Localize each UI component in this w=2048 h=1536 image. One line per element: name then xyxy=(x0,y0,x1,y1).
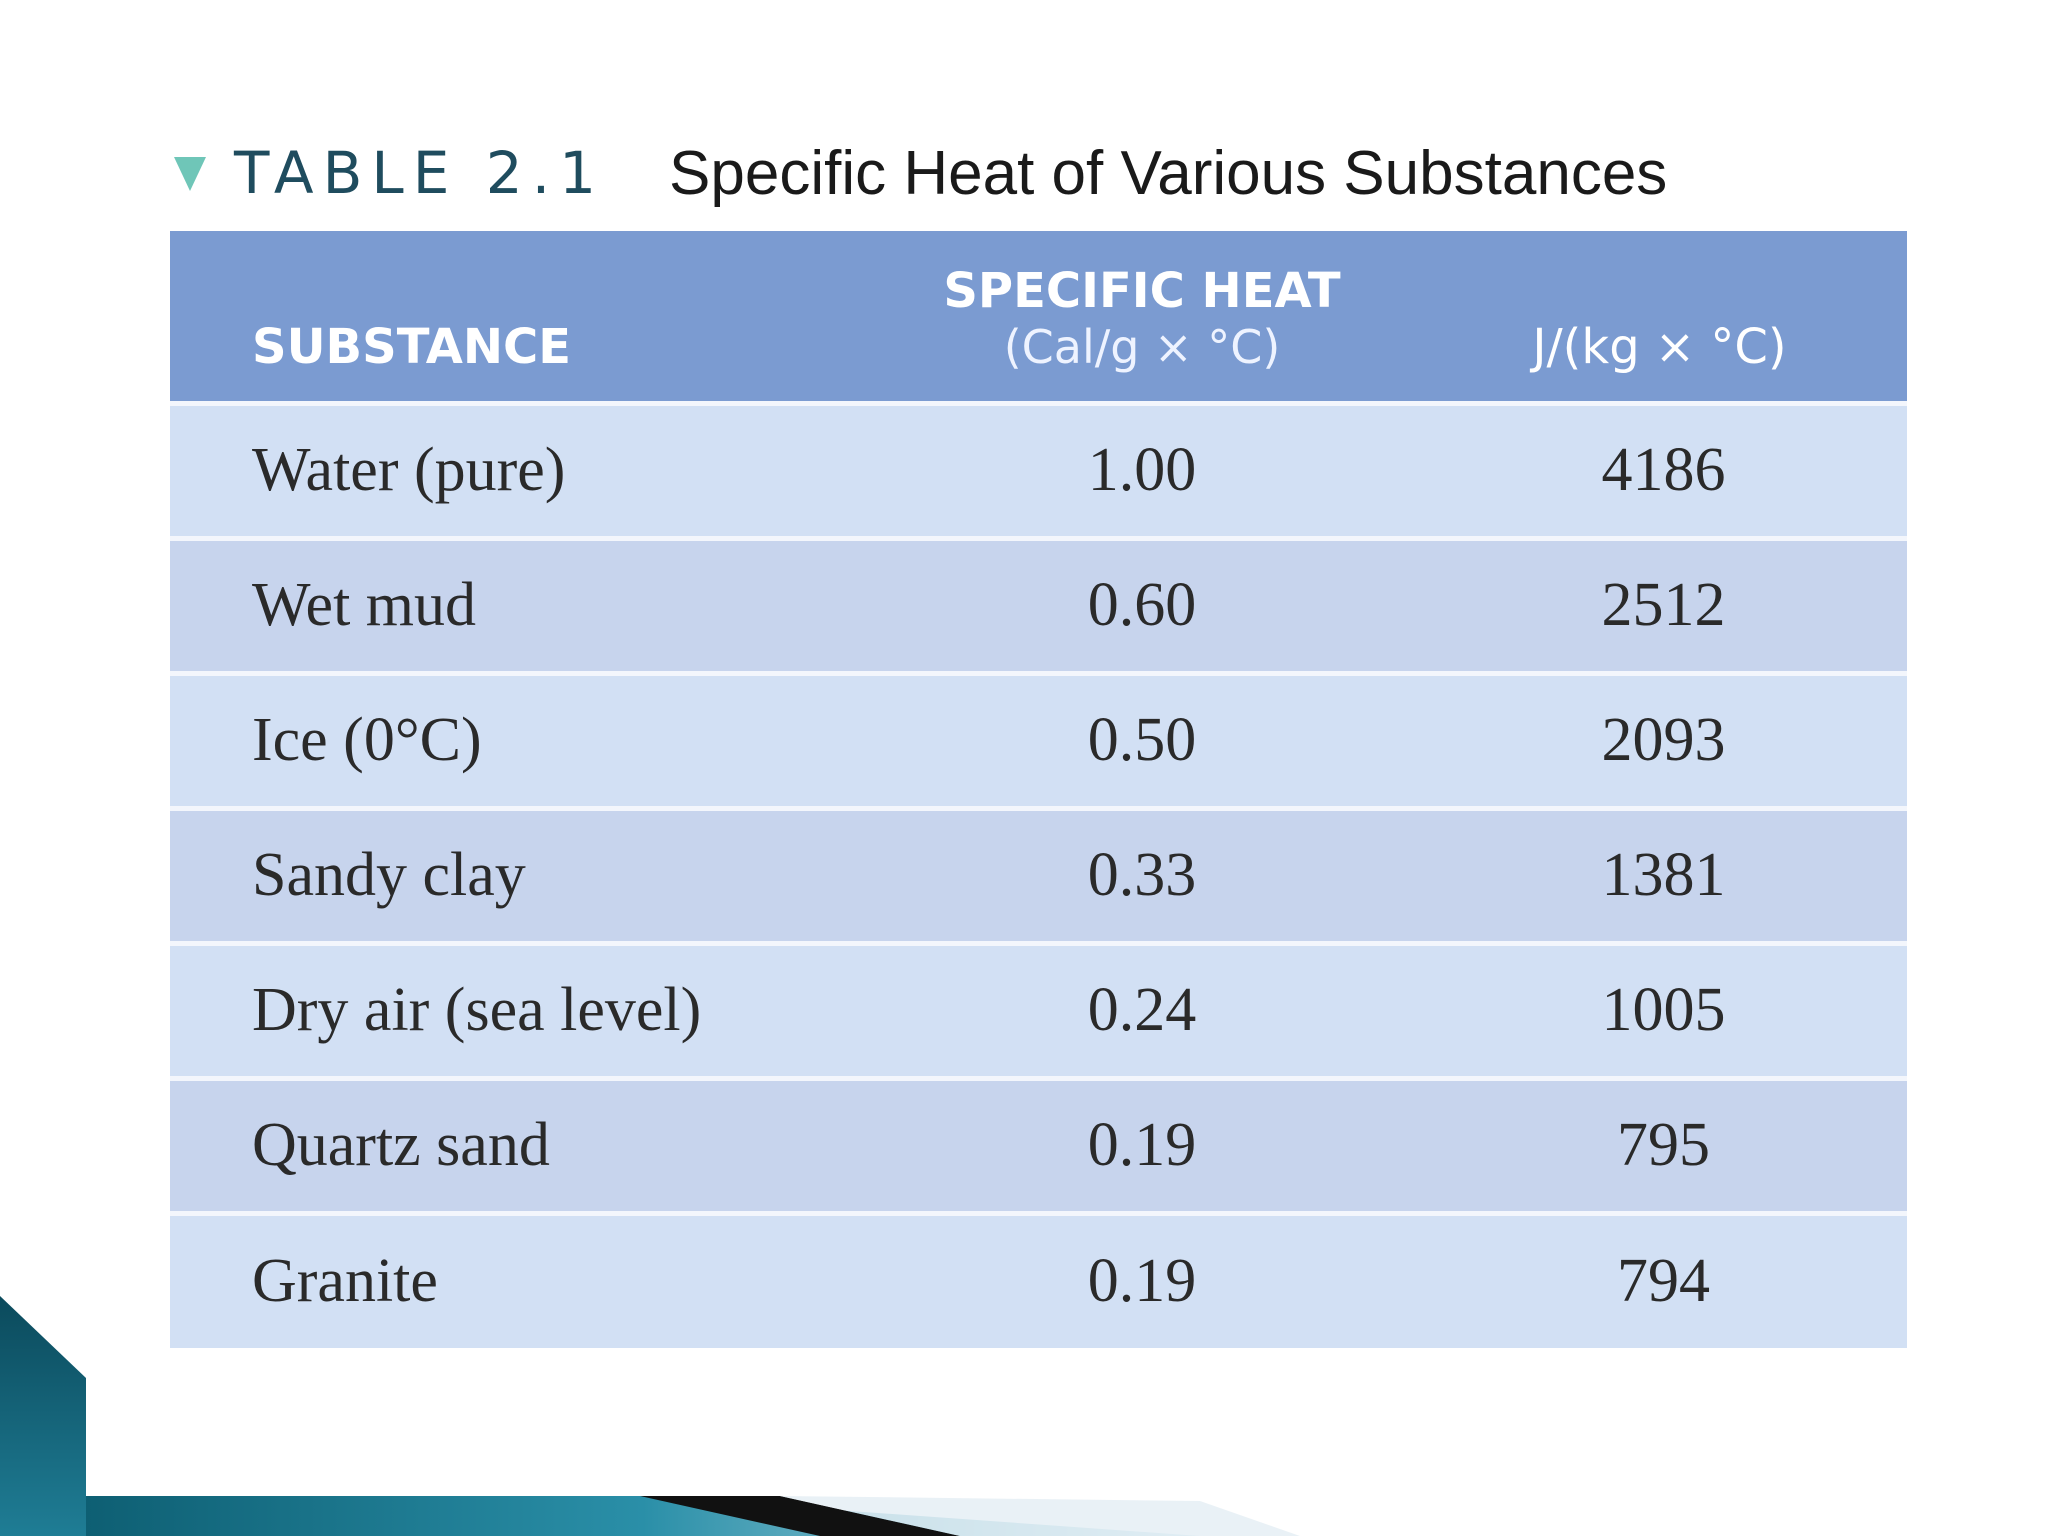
cell-j-value: 1381 xyxy=(1601,841,1726,909)
cell-cal-value: 0.24 xyxy=(1087,976,1197,1044)
cell-substance: Wet mud xyxy=(252,571,477,639)
cell-substance: Dry air (sea level) xyxy=(252,976,702,1044)
cell-substance: Sandy clay xyxy=(252,841,526,909)
cell-cal-value: 1.00 xyxy=(1087,436,1197,504)
cell-j-value: 794 xyxy=(1617,1247,1710,1316)
header-substance: SUBSTANCE xyxy=(252,318,572,375)
header-specific-heat-label: SPECIFIC HEAT xyxy=(943,262,1341,319)
header-specific-heat: SPECIFIC HEAT (Cal/g × °C) xyxy=(872,231,1412,403)
header-j-unit: J/(kg × °C) xyxy=(1532,318,1787,375)
table-row: Water (pure) 1.00 4186 xyxy=(170,403,1907,538)
table-row: Dry air (sea level) 0.24 1005 xyxy=(170,943,1907,1078)
cell-j-value: 1005 xyxy=(1601,976,1726,1044)
specific-heat-table: SUBSTANCE SPECIFIC HEAT (Cal/g × °C) J/(… xyxy=(170,231,1907,1348)
table-row: Ice (0°C) 0.50 2093 xyxy=(170,673,1907,808)
table-row: Quartz sand 0.19 795 xyxy=(170,1078,1907,1213)
cell-cal-value: 0.19 xyxy=(1087,1247,1197,1316)
table-header-row: SUBSTANCE SPECIFIC HEAT (Cal/g × °C) J/(… xyxy=(170,231,1907,403)
cell-j-value: 2512 xyxy=(1601,571,1726,639)
cell-j-value: 4186 xyxy=(1601,436,1726,504)
triangle-down-icon xyxy=(170,147,210,199)
cell-j-value: 795 xyxy=(1617,1111,1710,1179)
cell-substance: Ice (0°C) xyxy=(252,706,482,774)
table-caption: TABLE 2.1 Specific Heat of Various Subst… xyxy=(170,128,1667,218)
cell-substance: Granite xyxy=(252,1247,438,1316)
cell-cal-value: 0.19 xyxy=(1087,1111,1197,1179)
table-title: Specific Heat of Various Substances xyxy=(669,138,1668,208)
cell-j-value: 2093 xyxy=(1601,706,1726,774)
cell-substance: Quartz sand xyxy=(252,1111,550,1179)
cell-cal-value: 0.50 xyxy=(1087,706,1197,774)
slide-decoration xyxy=(0,1296,1300,1536)
cell-substance: Water (pure) xyxy=(252,436,566,504)
table-number: TABLE 2.1 xyxy=(234,139,606,207)
table-row: Sandy clay 0.33 1381 xyxy=(170,808,1907,943)
header-cal-unit: (Cal/g × °C) xyxy=(1003,319,1281,374)
table-row: Wet mud 0.60 2512 xyxy=(170,538,1907,673)
cell-cal-value: 0.33 xyxy=(1087,841,1197,909)
cell-cal-value: 0.60 xyxy=(1087,571,1197,639)
table-row: Granite 0.19 794 xyxy=(170,1213,1907,1348)
